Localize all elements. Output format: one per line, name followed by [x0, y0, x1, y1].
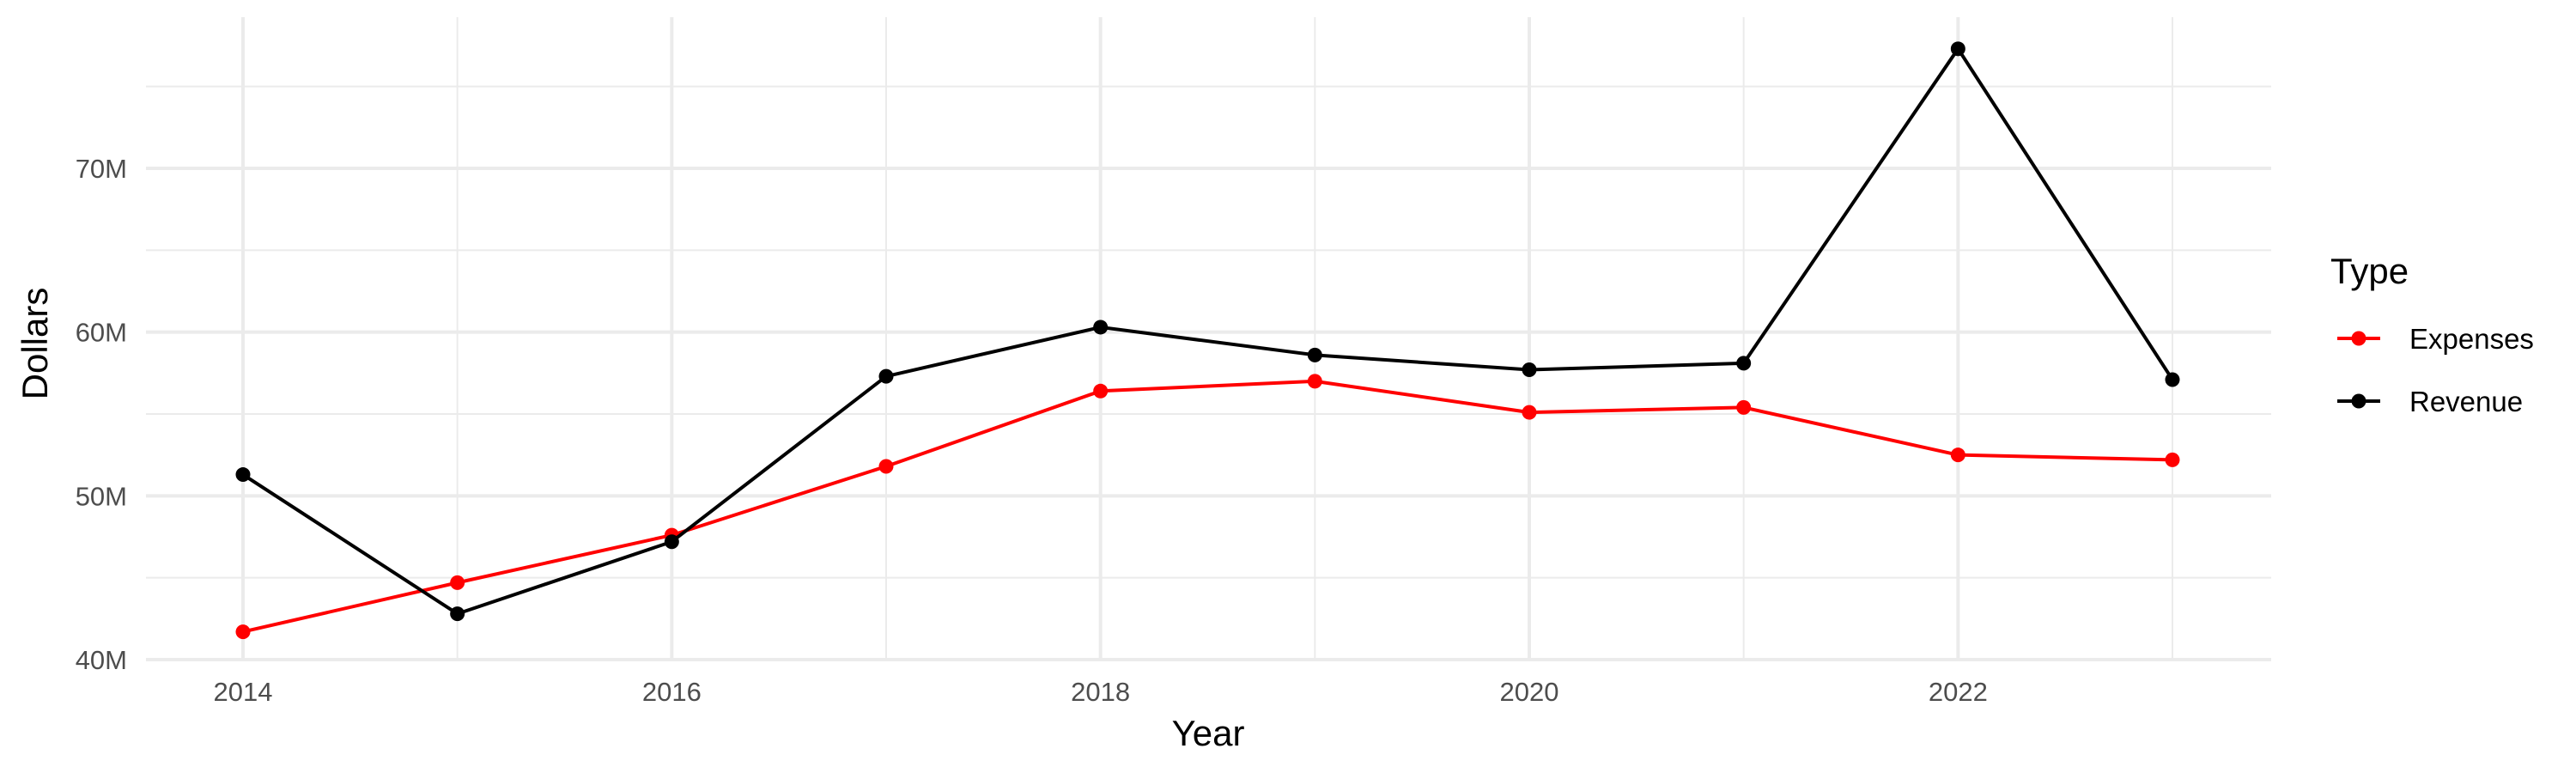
expenses-point [1307, 374, 1322, 389]
y-tick-label: 60M [76, 318, 127, 348]
revenue-point [1950, 41, 1965, 57]
y-tick-label: 70M [76, 154, 127, 184]
minor-gridlines [146, 17, 2271, 660]
revenue-legend-label: Revenue [2409, 386, 2523, 417]
x-axis-ticks: 2014 2016 2018 2020 2022 [214, 677, 1988, 707]
legend-title: Type [2330, 251, 2409, 291]
revenue-line [241, 46, 2174, 616]
y-tick-label: 50M [76, 481, 127, 511]
expenses-point [1736, 399, 1752, 415]
revenue-point [1736, 356, 1752, 371]
revenue-point [878, 368, 894, 384]
x-tick-label: 2016 [642, 677, 702, 707]
expenses-point [2165, 452, 2180, 467]
expenses-point [235, 624, 251, 640]
expenses-line [242, 379, 2173, 634]
expenses-point [450, 575, 465, 590]
revenue-point [450, 606, 465, 622]
revenue-point [2165, 372, 2180, 387]
y-axis-title: Dollars [15, 288, 55, 400]
expenses-point [878, 459, 894, 474]
x-tick-label: 2022 [1929, 677, 1988, 707]
expenses-point [1093, 383, 1109, 399]
legend-items: Expenses Revenue [2337, 323, 2534, 417]
legend: Type Expenses Revenue [2330, 251, 2534, 417]
x-tick-label: 2014 [214, 677, 273, 707]
major-gridlines [146, 17, 2271, 661]
revenue-point [664, 534, 679, 550]
expenses-point [1950, 447, 1965, 463]
revenue-point [235, 467, 251, 483]
y-tick-label: 40M [76, 645, 127, 675]
x-tick-label: 2018 [1071, 677, 1130, 707]
expenses-legend-key-point [2351, 331, 2366, 346]
revenue-point [1307, 347, 1322, 362]
revenue-point [1093, 320, 1109, 335]
x-tick-label: 2020 [1500, 677, 1559, 707]
revenue-legend-key-point [2351, 393, 2366, 409]
x-axis-title: Year [1172, 713, 1245, 753]
expenses-point [1522, 405, 1537, 420]
series-layer [235, 41, 2180, 640]
expenses-legend-label: Expenses [2409, 323, 2534, 355]
revenue-point [1522, 362, 1537, 378]
y-axis-ticks: 40M 50M 60M 70M [76, 154, 127, 675]
